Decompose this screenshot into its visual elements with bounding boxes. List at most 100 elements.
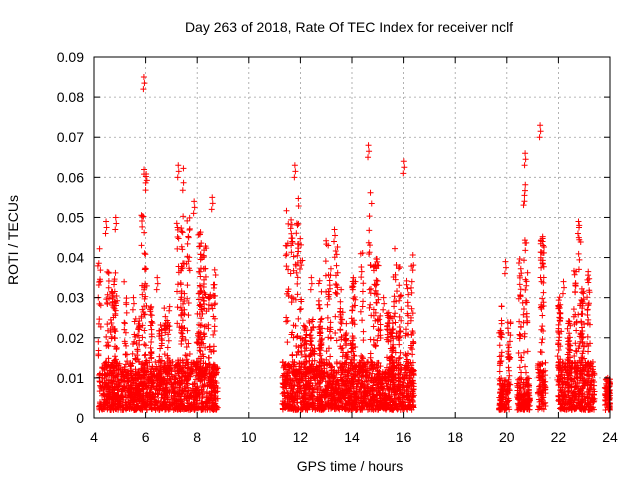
data-point [506,381,513,388]
data-point [139,291,146,298]
data-point [337,298,344,305]
data-point [555,364,562,371]
data-point [326,282,333,289]
data-point [279,359,286,366]
data-point [167,399,174,406]
data-point [514,400,521,407]
data-point [96,402,103,409]
data-point [366,227,373,234]
data-point [579,377,586,384]
data-point [316,326,323,333]
data-point [156,357,163,364]
data-point [289,238,296,245]
data-point [129,360,136,367]
data-point [404,350,411,357]
data-point [559,360,566,367]
data-point [358,274,365,281]
data-point [579,328,586,335]
data-point [165,355,172,362]
data-point [523,297,530,304]
data-point [140,86,147,93]
data-point [136,341,143,348]
data-point [290,362,297,369]
data-point [350,274,357,281]
data-point [337,326,344,333]
data-point [292,296,299,303]
data-point [178,379,185,386]
data-point [380,294,387,301]
data-point [403,277,410,284]
data-point [161,351,168,358]
data-point [211,266,218,273]
data-point [169,358,176,365]
data-point [148,350,155,357]
data-point [106,295,113,302]
data-point [210,284,217,291]
data-point [170,380,177,387]
data-point [147,394,154,401]
data-point [130,389,137,396]
data-point [142,358,149,365]
data-point [585,368,592,375]
data-point [331,238,338,245]
data-point [382,405,389,412]
data-point [581,380,588,387]
data-point [179,317,186,324]
data-point [524,382,531,389]
data-point [521,237,528,244]
data-point [123,342,130,349]
data-point [409,267,416,274]
data-point [370,323,377,330]
data-point [350,280,357,287]
data-point [139,334,146,341]
data-point [569,403,576,410]
data-point [365,154,372,161]
data-point [110,363,117,370]
data-point [351,353,358,360]
data-point [407,317,414,324]
data-point [283,318,290,325]
data-point [154,280,161,287]
data-point [585,300,592,307]
data-point [210,331,217,338]
data-point [103,218,110,225]
data-point [578,354,585,361]
data-point [372,262,379,269]
data-point [408,278,415,285]
data-point [520,349,527,356]
data-point [332,281,339,288]
data-point [324,301,331,308]
data-point [350,348,357,355]
data-point [576,391,583,398]
data-point [536,374,543,381]
data-point [385,392,392,399]
data-point [100,401,107,408]
data-point [375,385,382,392]
data-point [200,284,207,291]
data-point [139,282,146,289]
data-point [367,301,374,308]
data-point [100,365,107,372]
data-point [137,405,144,412]
data-point [363,402,370,409]
data-point [122,351,129,358]
data-point [517,265,524,272]
data-point [397,328,404,335]
data-point [142,179,149,186]
data-point [176,366,183,373]
data-point [173,397,180,404]
data-point [129,306,136,313]
data-point [360,337,367,344]
data-point [307,351,314,358]
data-point [359,317,366,324]
data-point [306,319,313,326]
data-point [565,368,572,375]
data-point [135,326,142,333]
data-point [312,380,319,387]
data-point [402,351,409,358]
data-point [112,393,119,400]
data-point [566,337,573,344]
data-point [121,278,128,285]
data-point [109,298,116,305]
data-point [409,351,416,358]
